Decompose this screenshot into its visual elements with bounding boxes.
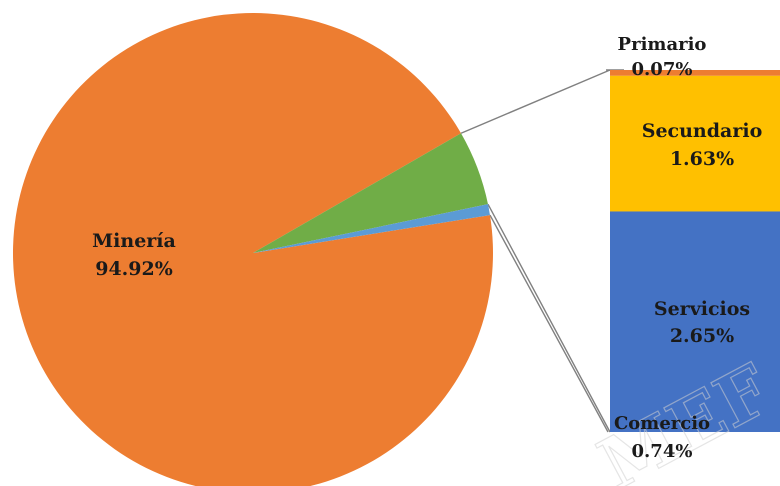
label-servicios-value: 2.65%: [670, 325, 734, 347]
connector-line-bottom: [487, 203, 611, 433]
bar-segment-secundario: [610, 75, 780, 212]
label-secundario-name: Secundario: [642, 120, 763, 142]
label-primario-value: 0.07%: [632, 59, 693, 80]
connector-lines: [460, 69, 624, 433]
label-servicios-name: Servicios: [654, 298, 750, 320]
label-secundario-value: 1.63%: [670, 148, 734, 170]
label-comercio-value: 0.74%: [632, 441, 693, 462]
connector-line-bottom-outer: [489, 214, 609, 433]
label-mineria-value: 94.92%: [95, 258, 173, 280]
pie-slice-mineria: [12, 13, 493, 486]
pie-slice-comercio: [253, 204, 490, 253]
data-labels: Minería 94.92% Primario 0.07% Secundario…: [92, 34, 762, 462]
pie-slice-otros: [253, 133, 488, 253]
bar-segment-servicios: [610, 211, 780, 432]
label-primario-name: Primario: [618, 34, 707, 55]
label-comercio-name: Comercio: [614, 413, 710, 434]
connector-line-top: [460, 69, 611, 134]
stacked-bar: [610, 70, 780, 432]
pie: [12, 13, 493, 486]
label-mineria-name: Minería: [92, 230, 176, 252]
bar-segment-primario: [610, 70, 780, 76]
